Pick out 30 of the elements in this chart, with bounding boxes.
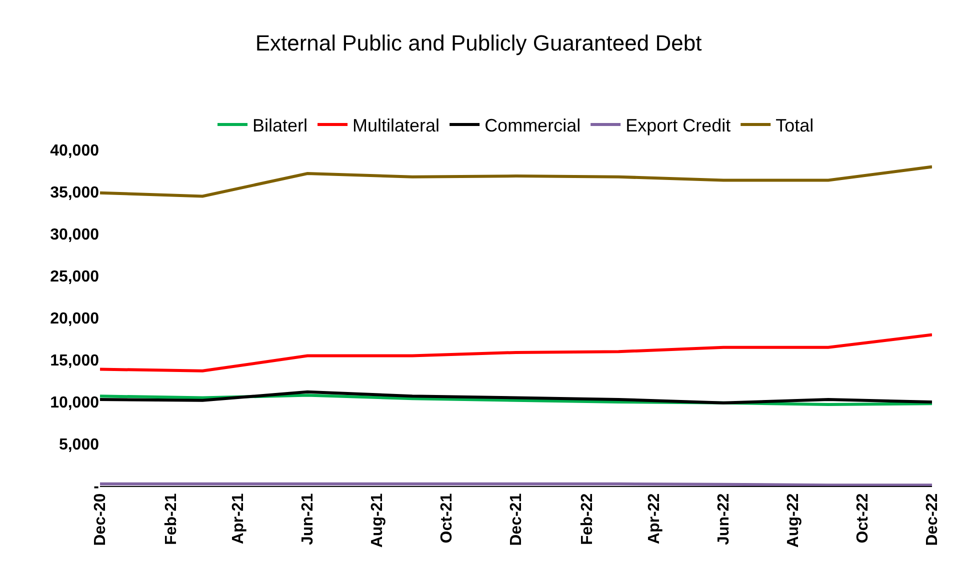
legend-label: Total	[776, 116, 814, 136]
legend-label: Bilaterl	[252, 116, 308, 136]
y-tick-label: 10,000	[50, 394, 100, 412]
x-tick-label: Jun-21	[300, 493, 317, 545]
x-tick-label: Apr-21	[230, 493, 248, 544]
line-series	[100, 333, 932, 372]
x-tick-label: Apr-22	[646, 493, 664, 544]
x-tick-label: Oct-22	[854, 493, 872, 544]
x-tick-label: Oct-21	[438, 493, 456, 544]
legend-label: Export Credit	[626, 116, 731, 136]
chart-title: External Public and Publicly Guaranteed Debt	[255, 30, 702, 56]
legend-label: Multilateral	[352, 116, 440, 136]
line-series	[100, 165, 932, 198]
y-tick-label: 40,000	[50, 142, 100, 160]
y-tick-label: 35,000	[50, 184, 100, 202]
x-tick-label: Feb-22	[578, 493, 596, 545]
x-tick-label: Feb-21	[162, 493, 180, 545]
y-tick-label: 25,000	[50, 268, 100, 286]
x-tick-label: Dec-20	[92, 493, 110, 546]
y-tick-label: 20,000	[50, 310, 100, 328]
x-tick-label: Jun-22	[716, 493, 733, 545]
line-series	[100, 390, 932, 404]
x-tick-label: Aug-21	[369, 493, 386, 548]
y-tick-label: 30,000	[50, 226, 100, 244]
x-tick-label: Aug-22	[785, 493, 802, 548]
y-tick-label: 5,000	[58, 436, 100, 454]
y-tick-label: 15,000	[50, 352, 100, 370]
legend-label: Commercial	[484, 116, 581, 136]
x-tick-label: Dec-22	[924, 493, 942, 546]
x-tick-label: Dec-21	[508, 493, 526, 546]
